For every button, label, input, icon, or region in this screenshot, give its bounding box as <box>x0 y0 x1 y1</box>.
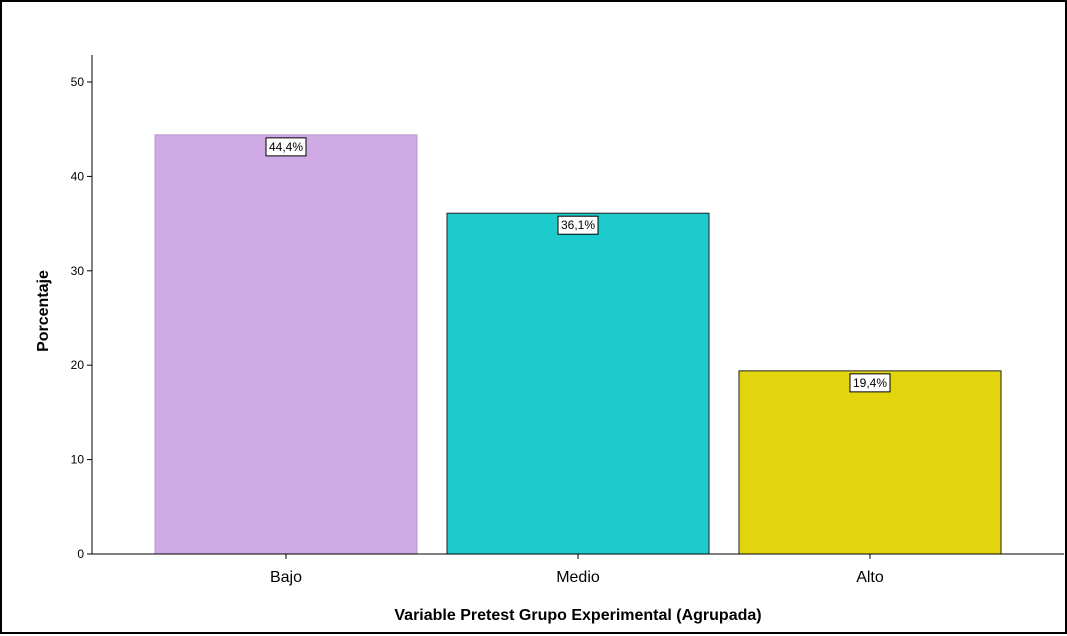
bars-group <box>154 134 1002 555</box>
y-tick-label: 40 <box>71 169 85 183</box>
y-tick-label: 50 <box>71 75 85 89</box>
y-tick-label: 10 <box>71 453 85 467</box>
data-labels-group: 44,4% 36,1% 19,4% <box>265 137 891 393</box>
category-labels-group: Bajo Medio Alto <box>270 554 884 586</box>
data-label-alto: 19,4% <box>853 376 887 390</box>
y-tick-label: 30 <box>71 264 85 278</box>
y-ticks-group: 0 10 20 30 40 50 <box>71 75 92 561</box>
category-label-bajo: Bajo <box>270 569 302 586</box>
data-label-box <box>265 137 307 157</box>
data-label-box <box>849 373 891 393</box>
y-tick-label: 20 <box>71 358 85 372</box>
y-axis-label: Porcentaje <box>35 270 52 352</box>
bar-alto <box>738 370 1002 555</box>
category-label-medio: Medio <box>556 569 600 586</box>
bar-bajo <box>154 134 418 555</box>
y-tick-label: 0 <box>77 547 84 561</box>
data-label-medio: 36,1% <box>561 218 595 232</box>
data-label-bajo: 44,4% <box>269 140 303 154</box>
bar-medio <box>446 212 710 555</box>
data-label-box <box>557 215 599 235</box>
category-label-alto: Alto <box>856 569 884 586</box>
x-axis-label: Variable Pretest Grupo Experimental (Agr… <box>394 607 761 624</box>
